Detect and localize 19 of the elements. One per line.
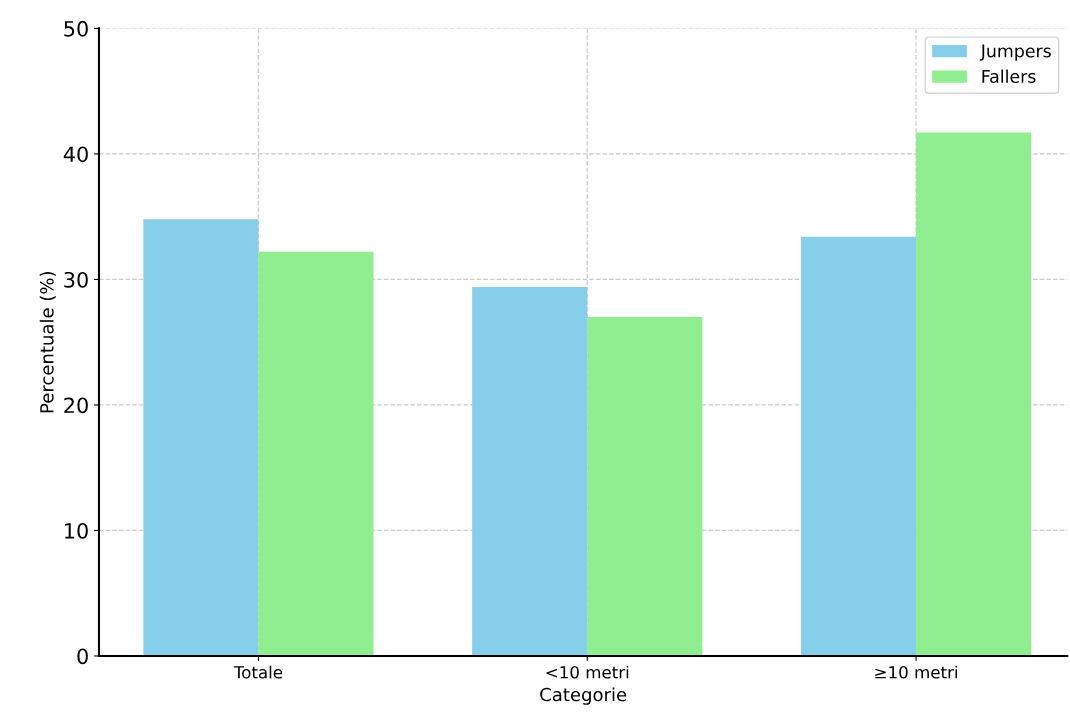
- x-tick-label: <10 metri: [546, 665, 629, 679]
- y-tick-label: 10: [65, 522, 88, 539]
- y-axis-title: Percentuale (%): [39, 271, 56, 413]
- bar: [916, 132, 1032, 656]
- bar: [587, 317, 703, 656]
- x-tick-label: Totale: [233, 665, 283, 679]
- bar: [143, 219, 259, 656]
- bar: [472, 286, 588, 656]
- y-tick-label: 30: [64, 271, 88, 288]
- y-tick-label: 20: [64, 397, 88, 414]
- x-tick-label: ≥10 metri: [875, 665, 957, 679]
- bar: [800, 236, 917, 656]
- legend-label: Jumpers: [979, 44, 1051, 61]
- y-tick-label: 0: [77, 648, 88, 665]
- bar: [258, 251, 374, 656]
- y-tick-label: 50: [64, 20, 88, 37]
- x-axis-title: Categorie: [540, 687, 627, 705]
- y-tick-label: 40: [63, 146, 88, 163]
- legend-label: Fallers: [982, 69, 1036, 83]
